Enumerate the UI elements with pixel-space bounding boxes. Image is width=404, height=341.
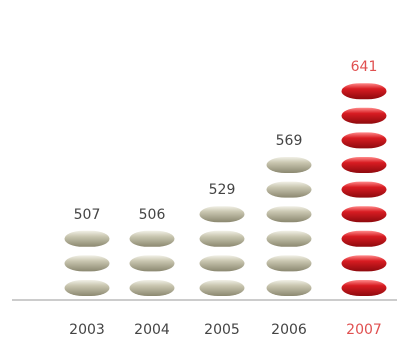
value-label-2004: 506	[139, 207, 166, 223]
bar-2007-disc	[341, 230, 387, 247]
x-tick-label-2007: 2007	[346, 322, 382, 338]
bar-2006-disc	[266, 255, 312, 272]
bar-2006-disc	[266, 157, 312, 173]
value-label-2007: 641	[351, 59, 378, 75]
bar-2007-disc	[341, 206, 387, 223]
bar-2004-disc	[129, 280, 175, 296]
bar-2005-disc	[199, 206, 245, 223]
value-label-2005: 529	[209, 182, 236, 198]
bar-2004-disc	[129, 255, 175, 272]
bar-2005-disc	[199, 255, 245, 272]
bar-2003-disc	[64, 280, 110, 296]
bar-2003-disc	[64, 255, 110, 272]
bar-2004-disc	[129, 230, 175, 247]
bar-2007-disc	[341, 157, 387, 173]
bar-2005-disc	[199, 280, 245, 296]
value-labels: 507 506 529 569 641	[74, 59, 378, 223]
x-tick-labels: 2003 2004 2005 2006 2007	[69, 322, 382, 338]
bar-2007-disc	[341, 280, 387, 296]
bar-2006-disc	[266, 280, 312, 296]
bar-2007-disc	[341, 181, 387, 198]
bar-2007-disc	[341, 107, 387, 124]
bar-2006-disc	[266, 206, 312, 223]
bar-2005-disc	[199, 230, 245, 247]
value-label-2006: 569	[276, 133, 303, 149]
bar-2007-disc	[341, 255, 387, 272]
bar-2007-disc	[341, 83, 387, 100]
x-tick-label-2006: 2006	[271, 322, 307, 338]
bar-2007-disc	[341, 132, 387, 149]
bar-2003-disc	[64, 230, 110, 247]
x-tick-label-2004: 2004	[134, 322, 170, 338]
bar-2006-disc	[266, 181, 312, 198]
bar-2006-disc	[266, 230, 312, 247]
value-label-2003: 507	[74, 207, 101, 223]
x-tick-label-2003: 2003	[69, 322, 105, 338]
bar-stacks	[64, 83, 387, 296]
x-tick-label-2005: 2005	[204, 322, 240, 338]
